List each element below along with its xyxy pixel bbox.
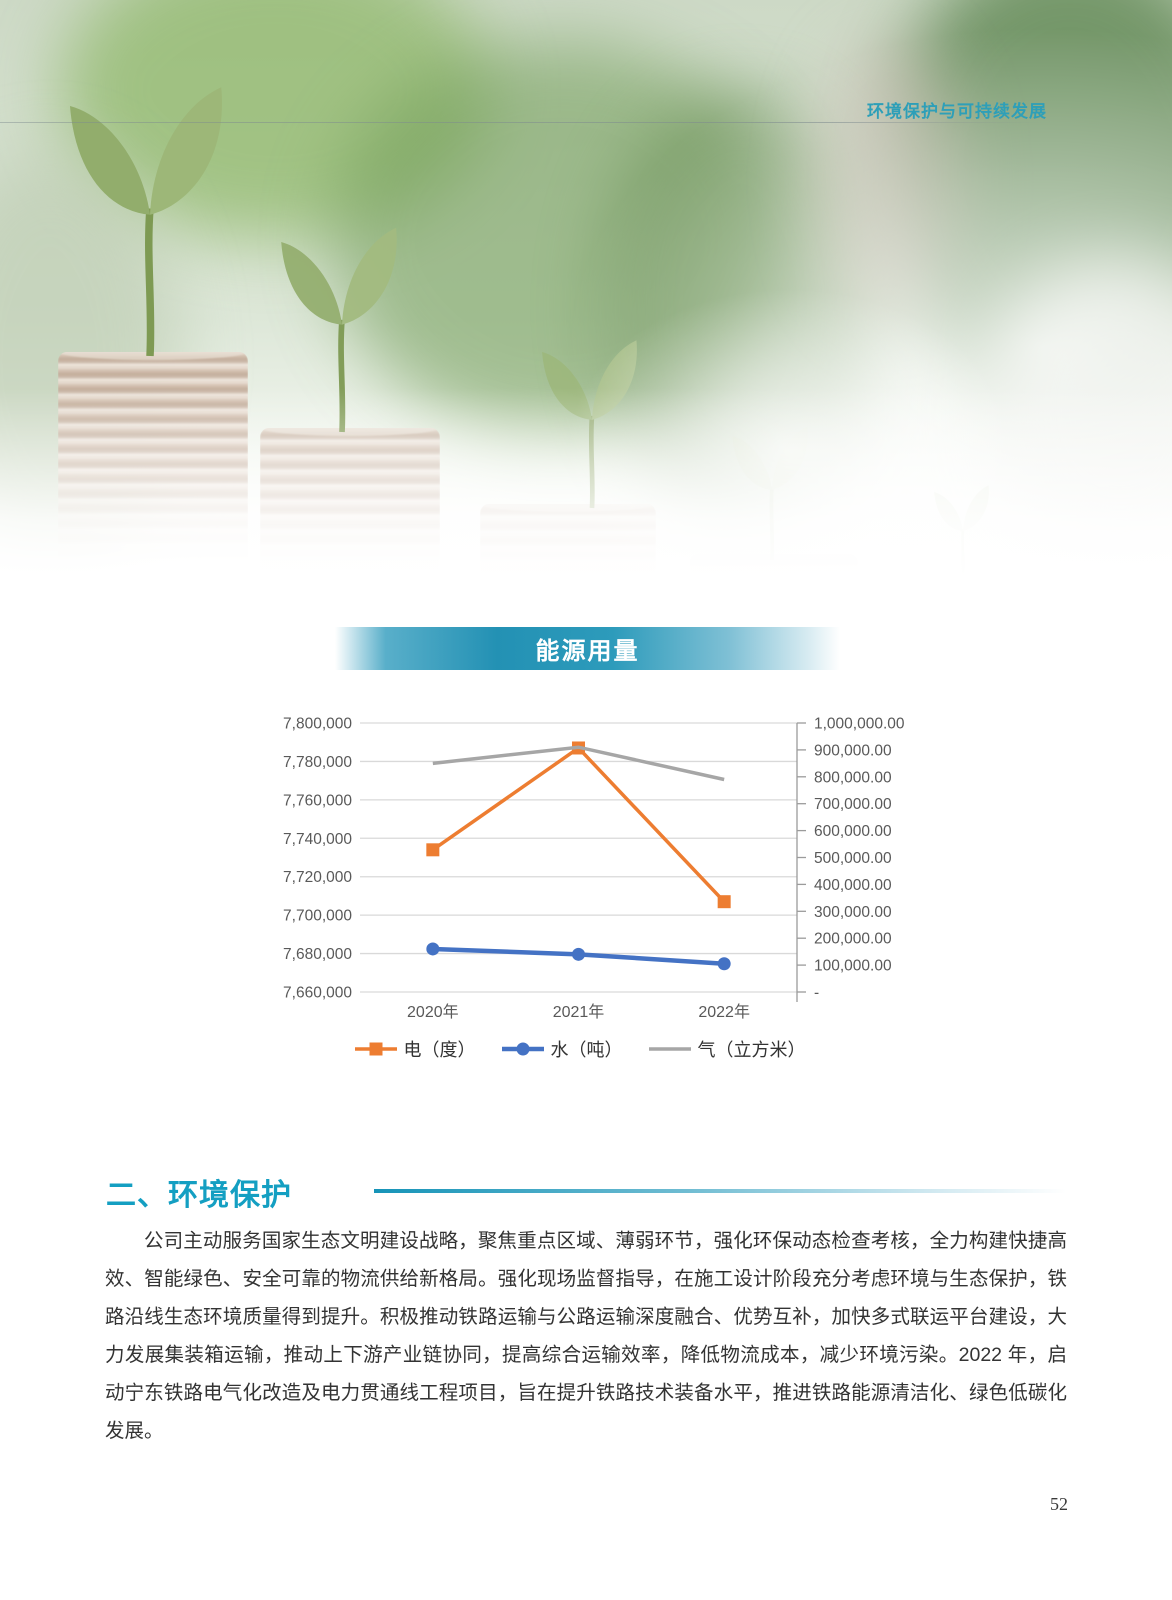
right-axis-label: 700,000.00 — [814, 796, 892, 813]
chart-title: 能源用量 — [535, 638, 640, 665]
hero-photo: 环境保护与可持续发展 — [0, 0, 1172, 578]
left-axis-label: 7,740,000 — [283, 831, 352, 848]
x-axis-label: 2020年 — [407, 1003, 459, 1021]
legend-marker-icon — [354, 1042, 397, 1056]
right-axis-label: 1,000,000.00 — [814, 716, 905, 733]
legend-label: 气（立方米） — [697, 1040, 806, 1060]
photo-bottom-fade — [0, 388, 1172, 578]
series-marker-1 — [426, 942, 440, 956]
legend-item-2: 气（立方米） — [648, 1036, 806, 1062]
left-axis-label: 7,780,000 — [283, 754, 352, 771]
right-axis-label: 200,000.00 — [814, 931, 892, 948]
header-rule — [0, 122, 1043, 123]
chart-title-banner: 能源用量 — [335, 627, 840, 670]
right-axis-label: 400,000.00 — [814, 877, 892, 894]
legend-label: 水（吨） — [550, 1040, 623, 1060]
right-axis-label: - — [814, 985, 819, 1002]
series-marker-1 — [572, 947, 585, 961]
right-axis-label: 500,000.00 — [814, 850, 892, 867]
left-axis-label: 7,680,000 — [283, 946, 352, 963]
page-number: 52 — [1050, 1494, 1068, 1514]
legend-label: 电（度） — [403, 1040, 476, 1060]
x-axis-label: 2021年 — [553, 1003, 605, 1021]
section-heading: 二、环境保护 — [106, 1179, 292, 1212]
right-axis-label: 800,000.00 — [814, 769, 892, 786]
right-axis-label: 600,000.00 — [814, 823, 892, 840]
right-axis-label: 100,000.00 — [814, 958, 892, 975]
series-marker-0 — [426, 843, 440, 857]
left-axis-label: 7,700,000 — [283, 908, 352, 925]
legend-marker-icon — [648, 1047, 691, 1051]
seedling-icon — [70, 87, 222, 357]
x-axis-label: 2022年 — [698, 1003, 750, 1021]
left-axis-label: 7,760,000 — [283, 792, 352, 809]
left-axis-label: 7,800,000 — [283, 716, 352, 733]
series-marker-1 — [717, 957, 731, 971]
energy-usage-chart: 7,800,000 7,780,000 7,760,000 7,740,000 7,72… — [283, 716, 905, 1022]
series-line-2 — [432, 745, 725, 782]
legend-item-1: 水（吨） — [501, 1036, 623, 1062]
page-header-title: 环境保护与可持续发展 — [867, 102, 1047, 121]
left-axis-label: 7,720,000 — [283, 869, 352, 886]
body-paragraph: 公司主动服务国家生态文明建设战略，聚焦重点区域、薄弱环节，强化环保动态检查考核，… — [105, 1230, 1067, 1442]
section-heading-rule — [374, 1189, 1066, 1193]
series-marker-0 — [717, 895, 731, 909]
left-axis-label: 7,660,000 — [283, 985, 352, 1002]
right-axis-label: 300,000.00 — [814, 904, 892, 921]
right-axis-label: 900,000.00 — [814, 742, 892, 759]
legend-marker-icon — [501, 1042, 544, 1056]
chart-legend: 电（度） 水（吨） 气（立方米） — [300, 1036, 860, 1062]
legend-item-0: 电（度） — [354, 1036, 476, 1062]
